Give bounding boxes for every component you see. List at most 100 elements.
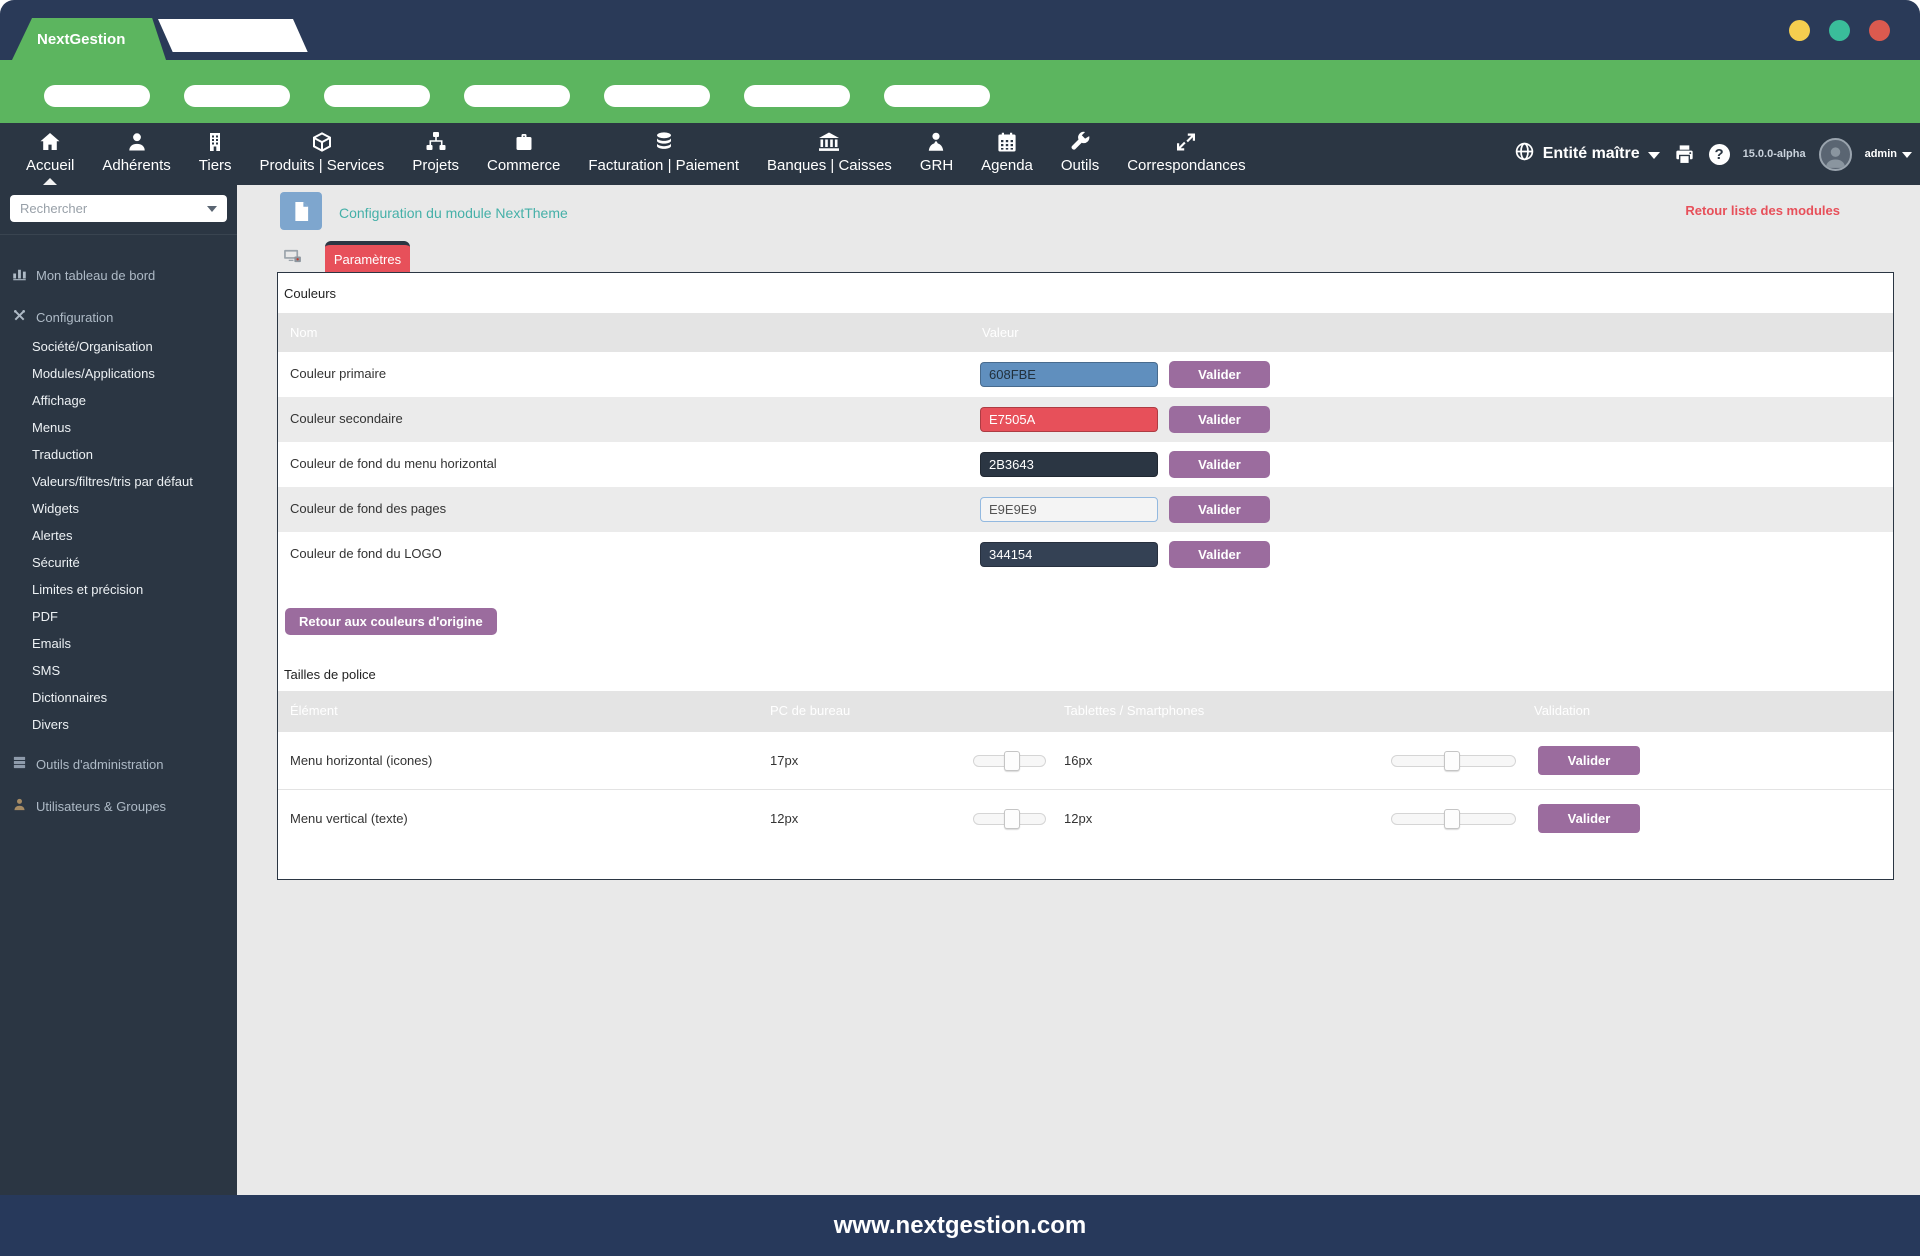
nav-item-outils[interactable]: Outils: [1047, 123, 1113, 185]
shortcut-pill[interactable]: [604, 85, 710, 107]
column-header-desktop: PC de bureau: [770, 703, 851, 718]
sidebar-item-dictionnaires[interactable]: Dictionnaires: [32, 690, 108, 705]
crossed-tools-icon: [12, 308, 27, 326]
back-to-modules-link[interactable]: Retour liste des modules: [1685, 203, 1840, 218]
sidebar-item-limites-precision[interactable]: Limites et précision: [32, 582, 144, 597]
color-row-name: Couleur de fond du menu horizontal: [290, 456, 497, 471]
valider-button[interactable]: Valider: [1169, 361, 1270, 388]
sidebar-item-outils-administration[interactable]: Outils d'administration: [0, 748, 237, 780]
building-icon: [203, 130, 227, 154]
tablet-size-value: 12px: [1064, 811, 1093, 826]
tablet-size-slider[interactable]: [1391, 809, 1516, 829]
document-icon: [280, 192, 322, 230]
valider-button[interactable]: Valider: [1169, 496, 1270, 523]
slider-handle[interactable]: [1003, 751, 1020, 771]
color-row-name: Couleur de fond des pages: [290, 501, 447, 516]
sidebar-item-alertes[interactable]: Alertes: [32, 528, 73, 543]
nav-item-facturation-paiement[interactable]: Facturation | Paiement: [574, 123, 753, 185]
home-icon: [38, 130, 62, 154]
column-header-validation: Validation: [1534, 703, 1591, 718]
username-label: admin: [1864, 148, 1897, 160]
valider-button[interactable]: Valider: [1538, 746, 1640, 775]
color-value-input[interactable]: [980, 452, 1158, 477]
shortcut-pill[interactable]: [744, 85, 850, 107]
color-value-input[interactable]: [980, 407, 1158, 432]
nav-item-correspondances[interactable]: Correspondances: [1113, 123, 1259, 185]
search-placeholder: Rechercher: [20, 201, 88, 216]
help-icon[interactable]: ?: [1708, 143, 1730, 165]
window-dot-red[interactable]: [1869, 20, 1890, 41]
valider-button[interactable]: Valider: [1169, 541, 1270, 568]
color-value-input[interactable]: [980, 497, 1158, 522]
avatar[interactable]: [1818, 137, 1852, 171]
sidebar-item-modules-applications[interactable]: Modules/Applications: [32, 366, 155, 381]
sidebar-item-widgets[interactable]: Widgets: [32, 501, 79, 516]
print-button[interactable]: [1673, 143, 1696, 166]
reset-colors-button[interactable]: Retour aux couleurs d'origine: [285, 608, 497, 635]
titlebar: NextGestion: [0, 0, 1920, 60]
slider-handle[interactable]: [1443, 809, 1460, 829]
color-value-input[interactable]: [980, 542, 1158, 567]
sidebar-item-configuration[interactable]: Configuration: [0, 301, 237, 333]
nav-item-adherents[interactable]: Adhérents: [88, 123, 184, 185]
desktop-size-value: 12px: [770, 811, 799, 826]
chevron-down-icon: [1902, 152, 1912, 158]
valider-button[interactable]: Valider: [1169, 451, 1270, 478]
sidebar-item-emails[interactable]: Emails: [32, 636, 72, 651]
sidebar-item-securite[interactable]: Sécurité: [32, 555, 80, 570]
nav-item-accueil[interactable]: Accueil: [12, 123, 88, 185]
desktop-size-slider[interactable]: [973, 809, 1046, 829]
window-dot-green[interactable]: [1829, 20, 1850, 41]
navbar-right-cluster: Entité maître ? 15.0.0-alpha admin: [1514, 123, 1912, 185]
nav-item-label: Accueil: [26, 157, 75, 174]
window-dot-yellow[interactable]: [1789, 20, 1810, 41]
user-menu[interactable]: admin: [1865, 148, 1912, 160]
shortcut-pill[interactable]: [44, 85, 150, 107]
tailles-section-title: Tailles de police: [284, 667, 376, 682]
sidebar-item-label: Outils d'administration: [36, 756, 164, 772]
sidebar-item-menus[interactable]: Menus: [32, 420, 72, 435]
shortcut-pill[interactable]: [464, 85, 570, 107]
sidebar-item-sms[interactable]: SMS: [32, 663, 61, 678]
tab-parametres[interactable]: Paramètres: [325, 241, 410, 273]
couleurs-table-header: Nom Valeur: [278, 313, 1893, 352]
slider-handle[interactable]: [1443, 751, 1460, 771]
nav-item-agenda[interactable]: Agenda: [967, 123, 1047, 185]
shortcut-pill[interactable]: [324, 85, 430, 107]
entity-label: Entité maître: [1542, 145, 1640, 162]
nav-item-tiers[interactable]: Tiers: [185, 123, 246, 185]
entity-selector[interactable]: Entité maître: [1514, 141, 1660, 167]
slider-handle[interactable]: [1003, 809, 1020, 829]
valider-button[interactable]: Valider: [1538, 804, 1640, 833]
chart-icon: [12, 266, 27, 284]
nav-item-grh[interactable]: GRH: [906, 123, 967, 185]
nav-item-produits-services[interactable]: Produits | Services: [246, 123, 399, 185]
valider-button[interactable]: Valider: [1169, 406, 1270, 433]
sidebar-item-utilisateurs-groupes[interactable]: Utilisateurs & Groupes: [0, 790, 237, 822]
sidebar-item-dashboard[interactable]: Mon tableau de bord: [0, 259, 237, 291]
nav-item-banques-caisses[interactable]: Banques | Caisses: [753, 123, 906, 185]
sidebar-item-societe-organisation[interactable]: Société/Organisation: [32, 339, 153, 354]
search-select[interactable]: Rechercher: [10, 195, 227, 222]
table-row: Couleur primaire Valider: [278, 352, 1893, 397]
sidebar-item-divers[interactable]: Divers: [32, 717, 69, 732]
bank-icon: [817, 130, 841, 154]
sidebar-item-label: Mon tableau de bord: [36, 267, 156, 283]
sidebar-item-pdf[interactable]: PDF: [32, 609, 58, 624]
desktop-size-slider[interactable]: [973, 751, 1046, 771]
footer-url[interactable]: www.nextgestion.com: [833, 1211, 1087, 1239]
nav-item-commerce[interactable]: Commerce: [473, 123, 574, 185]
sidebar-item-affichage[interactable]: Affichage: [32, 393, 86, 408]
font-row-element: Menu vertical (texte): [290, 811, 408, 826]
column-header-element: Élément: [290, 703, 338, 718]
nav-item-projets[interactable]: Projets: [398, 123, 473, 185]
color-value-input[interactable]: [980, 362, 1158, 387]
shortcut-pill[interactable]: [884, 85, 990, 107]
brand-tab[interactable]: NextGestion: [12, 18, 166, 60]
sidebar-item-traduction[interactable]: Traduction: [32, 447, 93, 462]
tablet-size-slider[interactable]: [1391, 751, 1516, 771]
server-icon: [12, 755, 27, 773]
shortcut-pill[interactable]: [184, 85, 290, 107]
column-header-nom: Nom: [290, 325, 318, 340]
sidebar-item-valeurs-filtres[interactable]: Valeurs/filtres/tris par défaut: [32, 474, 193, 489]
